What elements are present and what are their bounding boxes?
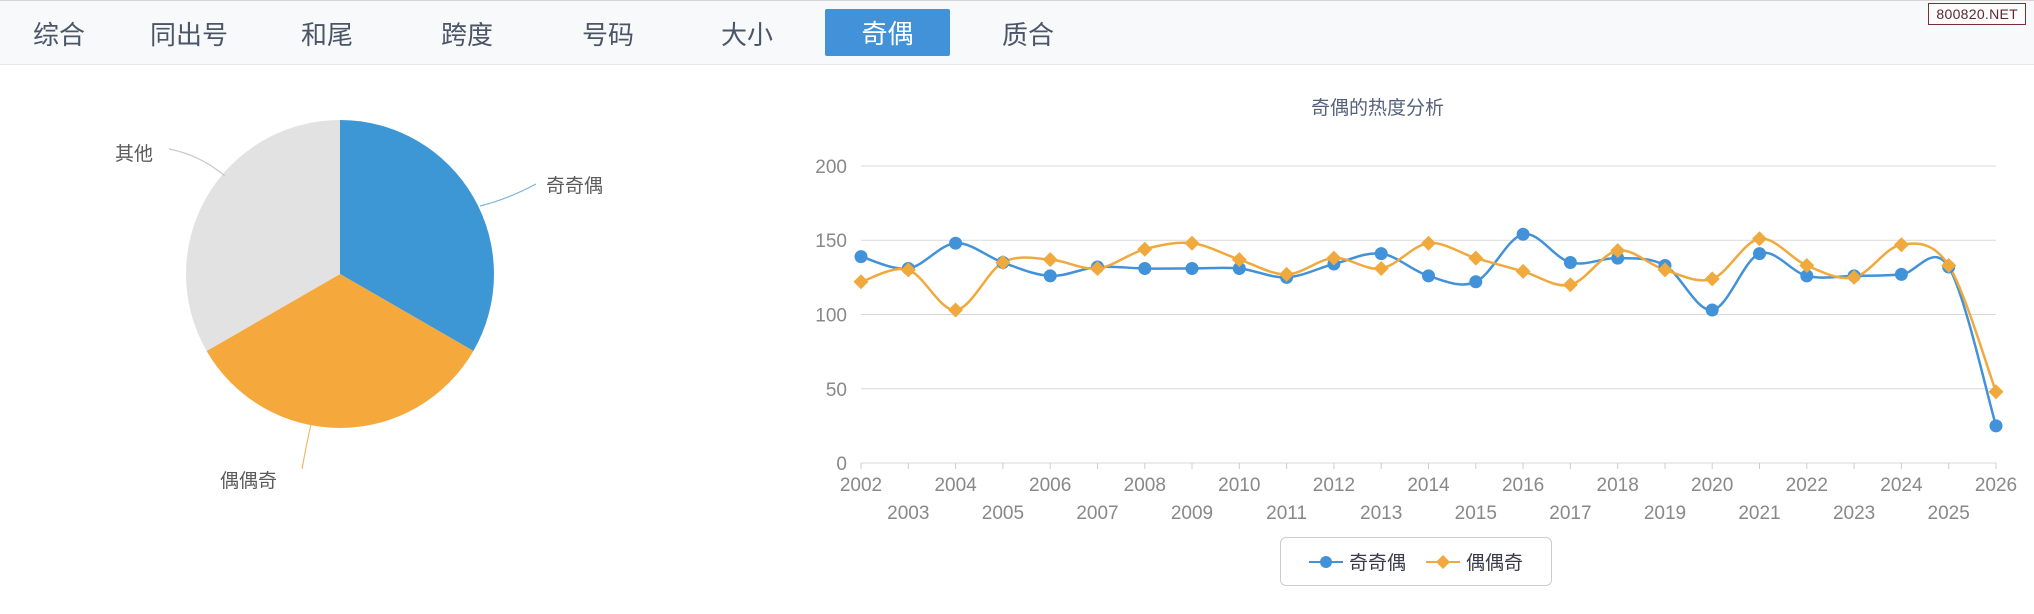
svg-text:2003: 2003 [887, 503, 929, 524]
svg-text:200: 200 [815, 157, 847, 178]
svg-text:2014: 2014 [1407, 475, 1450, 496]
svg-text:2011: 2011 [1266, 503, 1307, 524]
svg-text:2007: 2007 [1076, 503, 1118, 524]
svg-text:2021: 2021 [1738, 503, 1780, 524]
svg-text:0: 0 [836, 454, 847, 475]
svg-text:2019: 2019 [1644, 503, 1686, 524]
svg-text:2002: 2002 [840, 475, 882, 496]
svg-text:2013: 2013 [1360, 503, 1402, 524]
svg-text:2022: 2022 [1786, 475, 1828, 496]
svg-text:2006: 2006 [1029, 475, 1071, 496]
svg-text:2004: 2004 [934, 475, 977, 496]
svg-text:50: 50 [826, 380, 847, 401]
svg-text:2008: 2008 [1124, 475, 1166, 496]
svg-text:2024: 2024 [1880, 475, 1923, 496]
svg-text:2023: 2023 [1833, 503, 1875, 524]
svg-text:2015: 2015 [1455, 503, 1497, 524]
svg-text:100: 100 [815, 306, 847, 327]
svg-text:2010: 2010 [1218, 475, 1260, 496]
svg-text:2012: 2012 [1313, 475, 1355, 496]
svg-text:2005: 2005 [982, 503, 1024, 524]
svg-text:2018: 2018 [1597, 475, 1639, 496]
svg-text:2025: 2025 [1928, 503, 1970, 524]
svg-text:2009: 2009 [1171, 503, 1213, 524]
svg-text:150: 150 [815, 231, 847, 252]
svg-text:2020: 2020 [1691, 475, 1733, 496]
svg-text:2016: 2016 [1502, 475, 1544, 496]
svg-text:2017: 2017 [1549, 503, 1591, 524]
svg-text:2026: 2026 [1975, 475, 2017, 496]
